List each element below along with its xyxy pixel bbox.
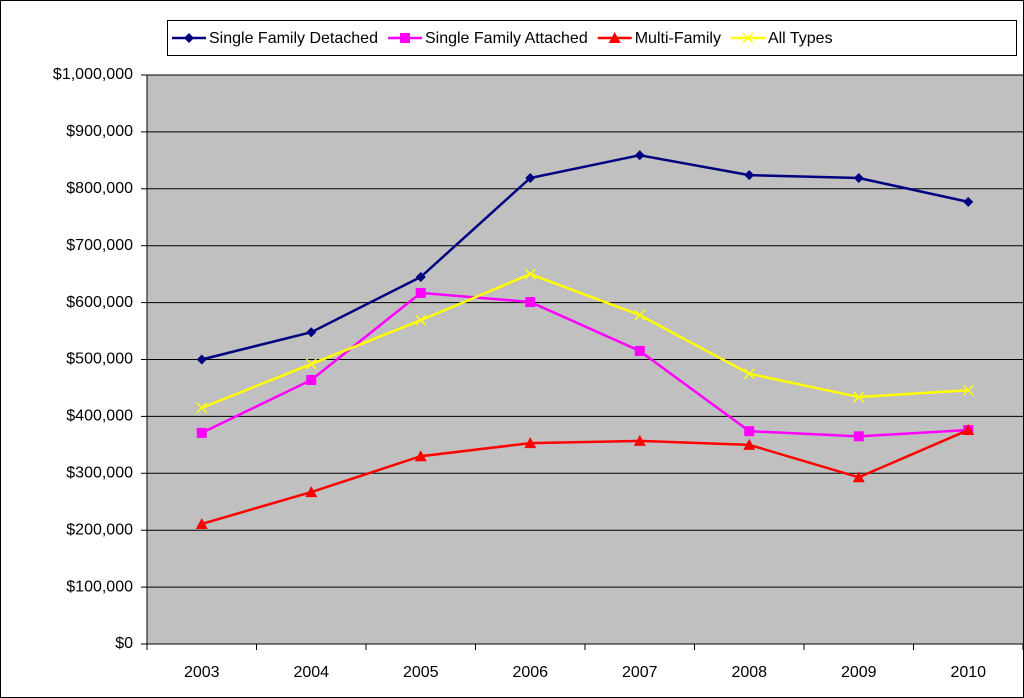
marker bbox=[196, 402, 208, 414]
series-line bbox=[201, 428, 969, 526]
y-tick-label: $200,000 bbox=[66, 521, 133, 538]
series-line bbox=[201, 153, 969, 361]
x-tick-label: 2005 bbox=[403, 664, 439, 681]
marker bbox=[415, 314, 427, 326]
marker bbox=[743, 438, 756, 450]
legend-label: Single Family Detached bbox=[209, 30, 378, 47]
legend-box bbox=[167, 20, 1017, 56]
marker bbox=[525, 297, 536, 308]
y-tick-label: $500,000 bbox=[66, 351, 133, 368]
marker bbox=[962, 384, 974, 396]
marker bbox=[853, 391, 865, 403]
marker bbox=[963, 196, 974, 207]
marker bbox=[524, 437, 537, 449]
y-tick-label: $900,000 bbox=[66, 123, 133, 140]
marker bbox=[634, 345, 645, 356]
marker bbox=[196, 427, 207, 438]
x-tick-label: 2006 bbox=[512, 664, 548, 681]
marker bbox=[634, 150, 645, 161]
marker bbox=[608, 32, 621, 43]
x-tick-label: 2010 bbox=[950, 664, 986, 681]
marker bbox=[415, 287, 426, 298]
legend-label: All Types bbox=[768, 30, 833, 47]
y-tick-label: $300,000 bbox=[66, 465, 133, 482]
marker bbox=[853, 172, 864, 183]
y-tick-label: $1,000,000 bbox=[53, 66, 133, 83]
marker bbox=[744, 426, 755, 437]
y-tick-label: $0 bbox=[115, 635, 133, 652]
marker bbox=[852, 471, 865, 483]
marker bbox=[743, 368, 755, 380]
y-tick-label: $100,000 bbox=[66, 578, 133, 595]
y-tick-label: $700,000 bbox=[66, 237, 133, 254]
series-line bbox=[201, 272, 969, 410]
marker bbox=[305, 486, 318, 498]
marker bbox=[196, 354, 207, 365]
marker bbox=[634, 309, 646, 321]
legend-label: Single Family Attached bbox=[425, 30, 588, 47]
marker bbox=[305, 358, 317, 370]
series-line bbox=[201, 291, 969, 438]
y-tick-label: $800,000 bbox=[66, 180, 133, 197]
y-tick-label: $600,000 bbox=[66, 294, 133, 311]
marker bbox=[306, 327, 317, 338]
marker bbox=[414, 450, 427, 462]
marker bbox=[853, 431, 864, 442]
marker bbox=[195, 517, 208, 529]
x-tick-label: 2003 bbox=[184, 664, 220, 681]
marker bbox=[306, 374, 317, 385]
marker bbox=[742, 32, 754, 44]
x-tick-label: 2008 bbox=[731, 664, 767, 681]
marker bbox=[524, 268, 536, 280]
x-tick-label: 2004 bbox=[293, 664, 329, 681]
marker bbox=[399, 33, 410, 43]
y-tick-label: $400,000 bbox=[66, 408, 133, 425]
marker bbox=[633, 434, 646, 446]
marker bbox=[184, 33, 194, 43]
x-tick-label: 2009 bbox=[841, 664, 877, 681]
x-tick-label: 2007 bbox=[622, 664, 658, 681]
marker bbox=[744, 170, 755, 181]
legend-label: Multi-Family bbox=[635, 30, 721, 47]
marker bbox=[525, 172, 536, 183]
marker bbox=[962, 424, 975, 436]
marker bbox=[415, 271, 426, 282]
